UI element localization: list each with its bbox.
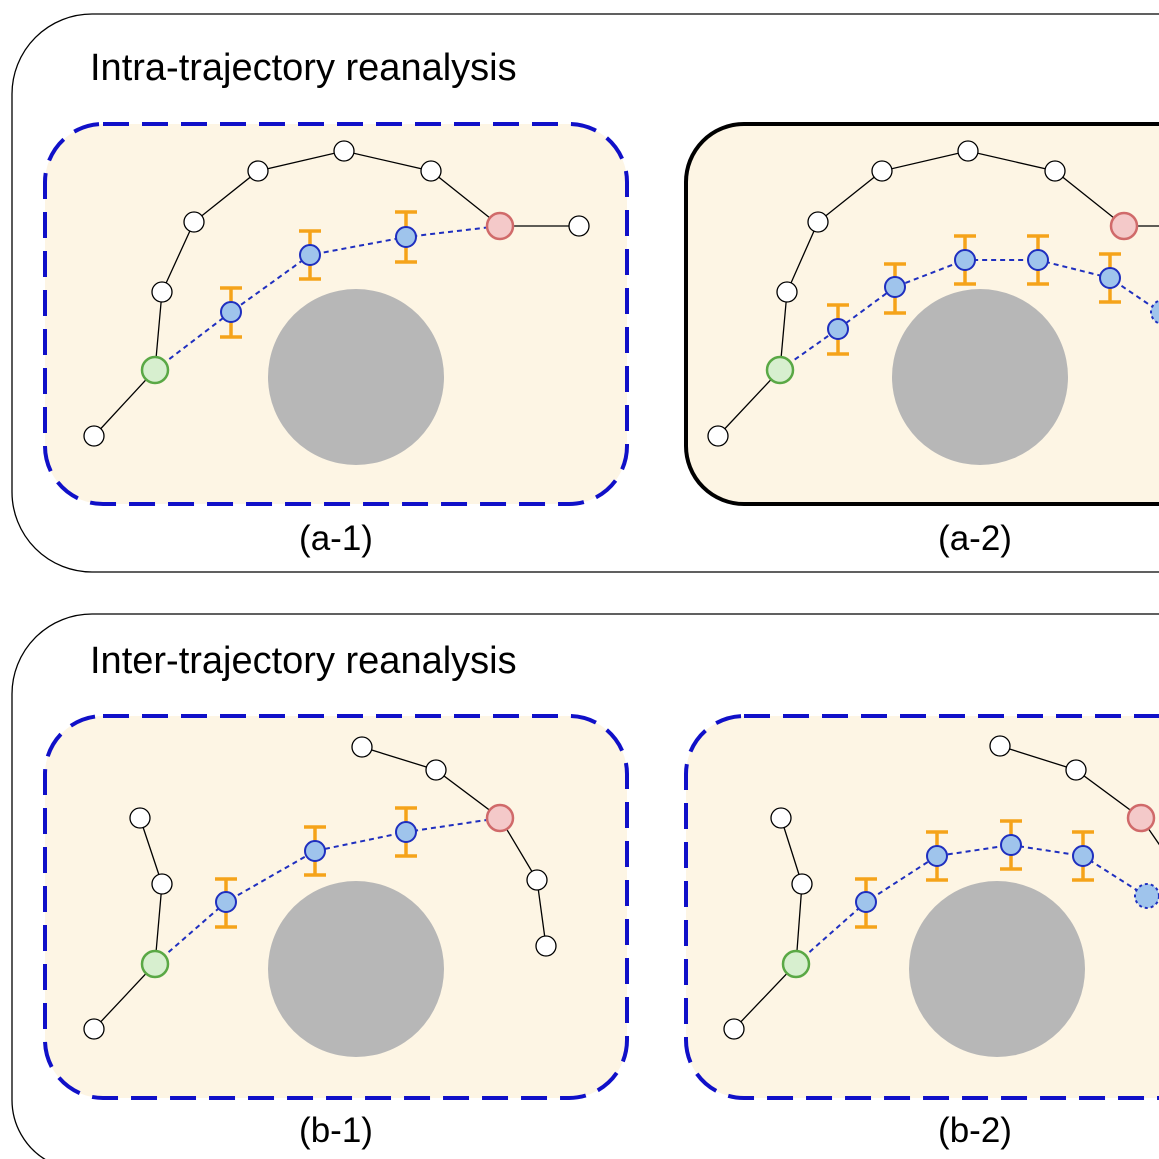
- panel-background: [684, 714, 1159, 1100]
- projected-node: [1150, 299, 1159, 325]
- replanned-nodes: [827, 249, 1121, 340]
- panel-a-1: (a-1): [43, 122, 629, 558]
- panel-caption: (a-2): [938, 519, 1012, 558]
- goal-node: [485, 803, 515, 833]
- obstacle: [892, 289, 1068, 465]
- panel-a-2: (a-2): [684, 122, 1159, 558]
- section-title: Inter-trajectory reanalysis: [90, 640, 517, 682]
- panel-caption: (a-1): [299, 519, 373, 558]
- section-inter-trajectory: Inter-trajectory reanalysis: [11, 613, 1159, 1159]
- trajectory-1: [733, 817, 803, 1030]
- goal-node: [1109, 211, 1139, 241]
- panel-caption: (b-2): [938, 1111, 1012, 1150]
- start-node: [140, 949, 170, 979]
- replanned-nodes: [855, 834, 1094, 913]
- projected-node: [1134, 883, 1159, 909]
- trajectory-nodes: [723, 735, 1087, 1040]
- start-node: [140, 355, 170, 385]
- replanned-nodes: [220, 226, 417, 323]
- start-node: [765, 355, 795, 385]
- start-node: [781, 949, 811, 979]
- section-intra-trajectory: Intra-trajectory reanalysis: [11, 13, 1159, 573]
- obstacle: [268, 881, 444, 1057]
- trajectory-nodes: [83, 736, 557, 1040]
- goal-node: [485, 211, 515, 241]
- trajectory-nodes: [707, 140, 1066, 447]
- replanned-nodes: [215, 821, 417, 913]
- panel-b-2: (b-2): [684, 714, 1159, 1150]
- trajectory-2: [999, 745, 1159, 846]
- section-frame: [11, 13, 1159, 573]
- section-frame: [11, 613, 1159, 1159]
- trajectory-1: [93, 817, 163, 1030]
- trajectory-nodes: [83, 140, 590, 447]
- uncertainty-bars: [220, 210, 417, 339]
- section-title: Intra-trajectory reanalysis: [90, 47, 517, 89]
- obstacle: [268, 289, 444, 465]
- obstacle: [909, 881, 1085, 1057]
- goal-node: [1126, 803, 1156, 833]
- panel-caption: (b-1): [299, 1111, 373, 1150]
- panel-b-1: (b-1): [43, 714, 629, 1150]
